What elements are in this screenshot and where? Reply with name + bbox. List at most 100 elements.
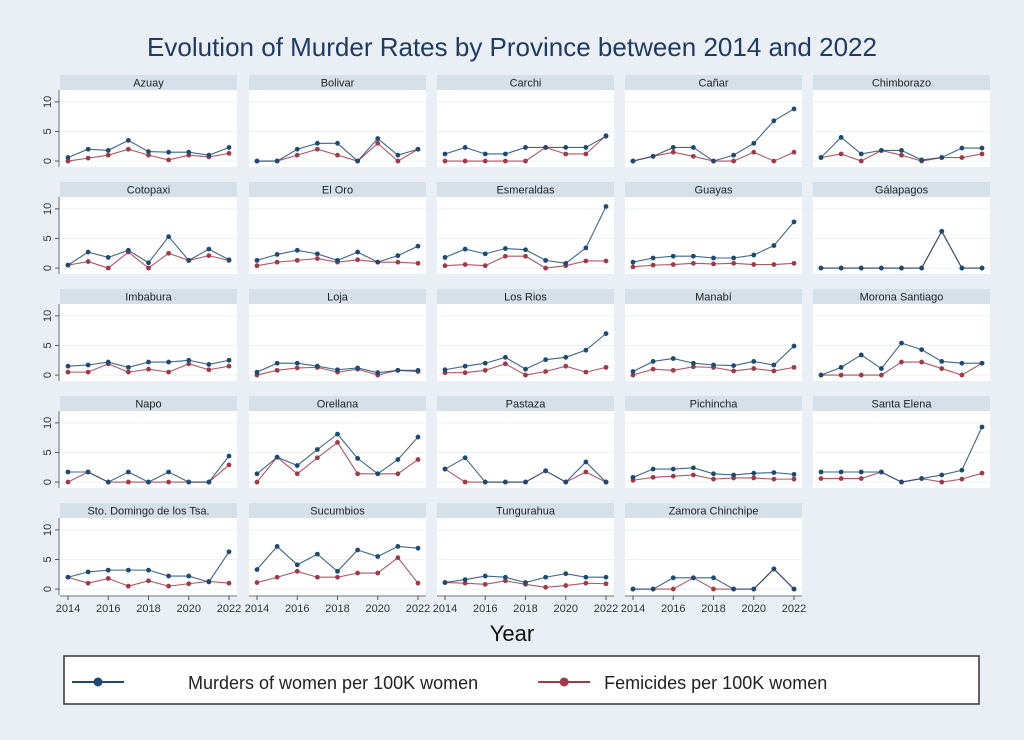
legend-femicides-marker xyxy=(559,677,569,687)
murders-point xyxy=(603,133,609,139)
murders-point xyxy=(858,469,864,475)
panel-title: Chimborazo xyxy=(872,78,931,90)
femicides-point xyxy=(166,250,172,256)
murders-point xyxy=(395,367,401,373)
femicides-point xyxy=(771,368,777,374)
murders-point xyxy=(543,257,549,263)
murders-point xyxy=(355,158,361,164)
panel-header xyxy=(60,503,237,518)
murders-point xyxy=(85,362,91,368)
femicides-point xyxy=(274,367,280,373)
murders-point xyxy=(335,568,340,574)
femicides-point xyxy=(771,158,777,164)
murders-point xyxy=(166,149,172,155)
femicides-point xyxy=(206,253,212,259)
panel-g-lapagos: Gálapagos xyxy=(813,182,990,274)
murders-point xyxy=(355,547,361,553)
murders-point xyxy=(462,363,468,369)
femicides-point xyxy=(690,153,696,159)
murders-point xyxy=(395,457,401,462)
femicides-point xyxy=(603,581,609,587)
murders-point xyxy=(690,465,696,471)
panel-header xyxy=(625,503,802,518)
femicides-point xyxy=(583,469,589,475)
y-tick-label: 5 xyxy=(42,235,54,241)
femicides-point xyxy=(939,366,945,371)
femicides-point xyxy=(186,361,192,367)
murders-point xyxy=(899,148,904,153)
murders-point xyxy=(818,469,824,475)
femicides-point xyxy=(146,152,151,158)
murders-point xyxy=(314,251,320,257)
femicides-point xyxy=(563,363,569,369)
murders-point xyxy=(226,453,232,459)
murders-point xyxy=(415,434,421,440)
panel-el-oro: El Oro xyxy=(249,182,426,274)
murders-point xyxy=(878,366,884,371)
femicides-point xyxy=(395,471,401,477)
legend-murders-label: Murders of women per 100K women xyxy=(188,673,478,693)
panel-pastaza: Pastaza xyxy=(437,396,614,488)
murders-point xyxy=(186,257,192,263)
chart-title: Evolution of Murder Rates by Province be… xyxy=(147,32,877,62)
panel-header xyxy=(437,75,614,90)
murders-point xyxy=(502,246,508,251)
femicides-point xyxy=(355,471,361,477)
femicides-point xyxy=(335,439,340,445)
murders-point xyxy=(226,145,232,150)
panel-title: Napo xyxy=(135,399,161,411)
femicides-point xyxy=(335,574,340,580)
murders-point xyxy=(146,359,151,365)
murders-point xyxy=(731,363,737,368)
panel-chimborazo: Chimborazo xyxy=(813,75,990,167)
y-tick-label: 0 xyxy=(42,158,54,164)
femicides-point xyxy=(939,479,945,485)
femicides-point xyxy=(314,146,320,152)
y-tick-label: 10 xyxy=(42,417,54,429)
femicides-point xyxy=(979,151,985,157)
femicides-point xyxy=(482,158,488,164)
panel-header xyxy=(813,182,990,197)
murders-point xyxy=(650,586,656,592)
femicides-point xyxy=(711,586,716,592)
panel-header xyxy=(813,289,990,304)
femicides-point xyxy=(711,261,716,267)
panel-title: Tungurahua xyxy=(496,506,556,518)
murders-point xyxy=(791,219,797,225)
murders-point xyxy=(206,152,212,158)
panel-header xyxy=(60,289,237,304)
murders-point xyxy=(523,145,528,150)
panel-header xyxy=(437,396,614,411)
murders-point xyxy=(294,247,300,253)
murders-point xyxy=(462,145,468,150)
femicides-point xyxy=(670,473,676,479)
femicides-point xyxy=(226,363,232,369)
panel-ca-ar: Cañar xyxy=(625,75,802,167)
murders-point xyxy=(415,545,421,551)
panel-title: Cañar xyxy=(699,78,729,90)
femicides-point xyxy=(959,155,965,160)
panel-title: Los Rios xyxy=(504,292,547,304)
murders-point xyxy=(878,148,884,153)
plot-area xyxy=(813,411,990,488)
panel-title: Imbabura xyxy=(125,292,172,304)
murders-point xyxy=(482,360,488,366)
murders-point xyxy=(878,469,884,475)
femicides-point xyxy=(543,265,549,271)
murders-point xyxy=(791,586,797,592)
femicides-point xyxy=(603,364,609,370)
panels: Azuay 0 5 10 Bolivar Carchi Cañar Chimborazo Cot… xyxy=(42,75,990,615)
murders-point xyxy=(146,260,151,266)
murders-point xyxy=(711,471,716,477)
y-tick-label: 5 xyxy=(42,128,54,134)
murders-point xyxy=(711,255,716,261)
femicides-point xyxy=(791,476,797,482)
femicides-point xyxy=(226,462,232,468)
murders-point xyxy=(899,340,904,346)
murders-point xyxy=(771,566,777,572)
murders-point xyxy=(254,369,260,375)
panel-title: Azuay xyxy=(133,78,164,90)
femicides-point xyxy=(482,581,488,587)
y-tick-label: 5 xyxy=(42,556,54,562)
